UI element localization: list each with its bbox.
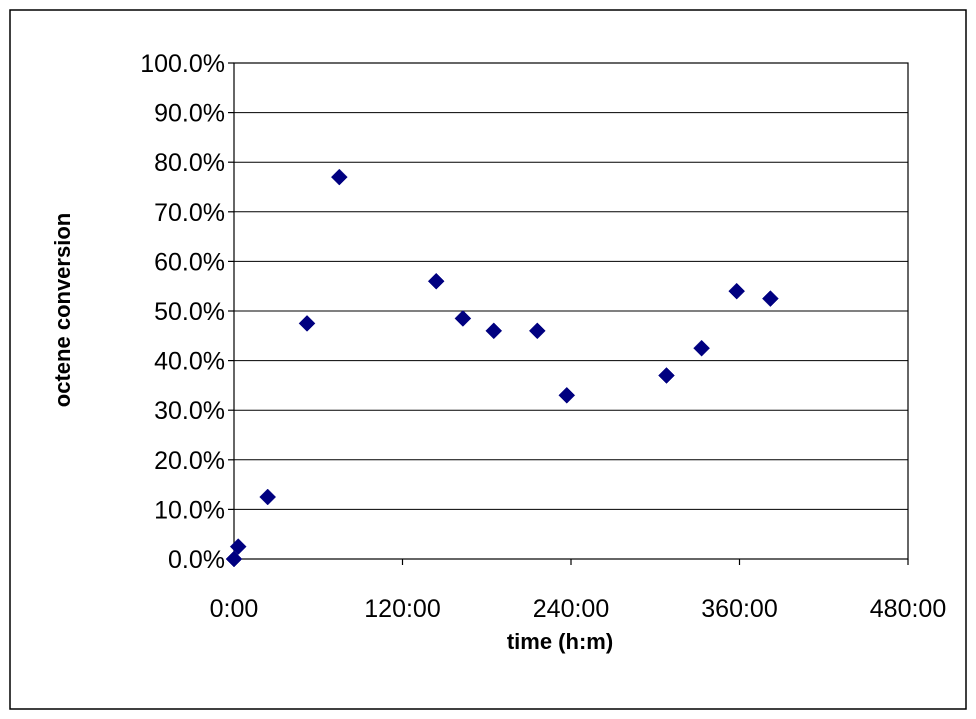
data-point-2 xyxy=(259,488,277,506)
data-point-11 xyxy=(693,339,710,357)
data-point-4 xyxy=(330,168,348,186)
y-tick-label-8: 80.0% xyxy=(154,149,225,177)
chart-frame xyxy=(9,9,967,710)
data-point-10 xyxy=(658,367,675,384)
y-tick-label-9: 90.0% xyxy=(154,100,225,128)
data-point-9 xyxy=(558,386,576,404)
x-tick-label-4: 480:00 xyxy=(870,595,946,623)
data-point-0 xyxy=(225,550,243,568)
data-point-12 xyxy=(728,282,746,300)
data-point-13 xyxy=(762,290,779,307)
data-points xyxy=(225,168,779,568)
x-tick-label-0: 0:00 xyxy=(210,595,259,623)
data-point-1 xyxy=(229,538,247,555)
y-tick-label-0: 0.0% xyxy=(168,546,225,574)
x-axis-title: time (h:m) xyxy=(507,629,613,654)
y-tick-label-10: 100.0% xyxy=(140,50,225,78)
data-point-6 xyxy=(454,310,472,327)
y-tick-label-2: 20.0% xyxy=(154,447,225,475)
x-tick-label-1: 120:00 xyxy=(364,595,440,623)
data-point-7 xyxy=(485,322,503,340)
y-tick-label-6: 60.0% xyxy=(154,248,225,276)
data-point-3 xyxy=(298,315,316,332)
y-tick-label-4: 40.0% xyxy=(154,348,225,376)
x-tick-label-3: 360:00 xyxy=(701,595,777,623)
y-tick-label-5: 50.0% xyxy=(154,298,225,326)
y-tick-label-3: 30.0% xyxy=(154,397,225,425)
axes: 0.0% 10.0% 20.0% 30.0% 40.0% 50.0% 60.0% 70.0% 8… xyxy=(140,50,946,623)
data-point-8 xyxy=(528,322,546,340)
y-tick-label-1: 10.0% xyxy=(154,496,225,524)
y-axis-title: octene conversion xyxy=(50,213,75,407)
y-tick-label-7: 70.0% xyxy=(154,199,225,227)
data-point-5 xyxy=(427,272,445,290)
x-tick-label-2: 240:00 xyxy=(533,595,609,623)
